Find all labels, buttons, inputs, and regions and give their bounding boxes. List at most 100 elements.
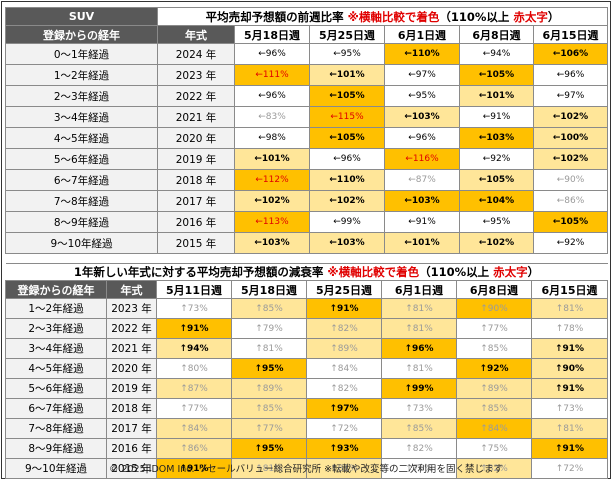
value-cell: ↑89% [306, 338, 382, 359]
row-label-elapsed: 6～7年経過 [5, 398, 107, 419]
row-year: 2018 年 [106, 398, 157, 419]
row-year: 2019 年 [157, 148, 235, 170]
table-row: 6～7年経過 2018 年 ↑77% ↑85% ↑97% ↑73% ↑85% ↑73% [5, 398, 608, 419]
value-cell: ←95% [459, 211, 534, 233]
value-cell: ←97% [384, 64, 460, 86]
value-cell: ←91% [459, 106, 534, 128]
value-cell: ↑90% [531, 358, 608, 379]
value-cell: ↑77% [231, 418, 307, 439]
value-cell: ↑91% [156, 318, 232, 339]
table2-body: 1～2年経過 2023 年 ↑73% ↑85% ↑91% ↑81% ↑90% ↑81% 2～3年… [5, 298, 608, 479]
table-row: 3～4年経過 2021 年 ←83% ←115% ←103% ←91% ←102% [5, 106, 608, 128]
category-label: SUV [5, 7, 158, 26]
value-cell: ←101% [234, 148, 310, 170]
col-header-elapsed: 登録からの経年 [5, 280, 107, 299]
value-cell: ↑81% [231, 338, 307, 359]
row-label-elapsed: 2～3年経過 [5, 85, 158, 107]
value-cell: ↑77% [456, 318, 532, 339]
value-cell: ←90% [533, 169, 608, 191]
table1-title-note: ※横軸比較で着色 [347, 9, 440, 24]
depreciation-table: 1年新しい年式に対する平均売却予想額の減衰率 ※横軸比較で着色（110%以上 赤… [5, 263, 608, 479]
value-cell: ←100% [533, 127, 608, 149]
table-row: 4～5年経過 2020 年 ↑80% ↑95% ↑84% ↑81% ↑92% ↑90% [5, 358, 608, 379]
table-row: 5～6年経過 2019 年 ↑87% ↑89% ↑82% ↑99% ↑89% ↑91% [5, 378, 608, 399]
value-cell: ↑85% [456, 398, 532, 419]
value-cell: ↑75% [456, 438, 532, 459]
value-cell: ↑95% [231, 358, 307, 379]
col-header-date: 5月11日週 [156, 280, 232, 299]
row-year: 2016 年 [106, 438, 157, 459]
col-header-date: 6月8日週 [459, 25, 534, 44]
table-row: 5～6年経過 2019 年 ←101% ←96% ←116% ←92% ←102% [5, 148, 608, 170]
row-year: 2017 年 [157, 190, 235, 212]
value-cell: ↑94% [156, 338, 232, 359]
value-cell: ←97% [533, 85, 608, 107]
value-cell: ←104% [459, 190, 534, 212]
value-cell: ↑82% [381, 438, 457, 459]
row-label-elapsed: 6～7年経過 [5, 169, 158, 191]
value-cell: ↑99% [381, 378, 457, 399]
row-year: 2020 年 [106, 358, 157, 379]
value-cell: ↑92% [456, 358, 532, 379]
value-cell: ↑84% [456, 418, 532, 439]
value-cell: ←103% [384, 190, 460, 212]
value-cell: ←92% [459, 148, 534, 170]
value-cell: ↑90% [456, 298, 532, 319]
value-cell: ←105% [309, 85, 385, 107]
table2-title-red: 赤太字 [493, 265, 528, 279]
col-header-date: 5月25日週 [306, 280, 382, 299]
col-header-date: 6月15日週 [531, 280, 608, 299]
row-label-elapsed: 8～9年経過 [5, 211, 158, 233]
value-cell: ↑72% [531, 458, 608, 479]
row-label-elapsed: 0～1年経過 [5, 43, 158, 65]
row-label-elapsed: 2～3年経過 [5, 318, 107, 339]
value-cell: ←110% [309, 169, 385, 191]
value-cell: ↑95% [231, 438, 307, 459]
value-cell: ↑81% [531, 418, 608, 439]
value-cell: ↑86% [156, 438, 232, 459]
value-cell: ←99% [309, 211, 385, 233]
value-cell: ←105% [459, 169, 534, 191]
row-label-elapsed: 8～9年経過 [5, 438, 107, 459]
value-cell: ↑85% [381, 418, 457, 439]
value-cell: ←103% [309, 232, 385, 254]
row-label-elapsed: 4～5年経過 [5, 358, 107, 379]
value-cell: ↑97% [306, 398, 382, 419]
value-cell: ←96% [309, 148, 385, 170]
value-cell: ←83% [234, 106, 310, 128]
col-header-date: 5月18日週 [234, 25, 310, 44]
value-cell: ←115% [309, 106, 385, 128]
table-row: 9～10年経過 2015 年 ↑91% ↑81% ↑81% ↑76% ↑82% ↑72% [5, 458, 608, 479]
row-label-elapsed: 4～5年経過 [5, 127, 158, 149]
value-cell: ←87% [384, 169, 460, 191]
value-cell: ↑82% [456, 458, 532, 479]
row-label-elapsed: 7～8年経過 [5, 418, 107, 439]
table-row: 8～9年経過 2016 年 ↑86% ↑95% ↑93% ↑82% ↑75% ↑91% [5, 438, 608, 459]
value-cell: ↑93% [306, 438, 382, 459]
value-cell: ↑79% [231, 318, 307, 339]
row-year: 2022 年 [157, 85, 235, 107]
table2-title-paren: （110%以上 [419, 265, 490, 279]
row-year: 2024 年 [157, 43, 235, 65]
value-cell: ↑73% [381, 398, 457, 419]
value-cell: ←96% [533, 64, 608, 86]
value-cell: ↑73% [531, 398, 608, 419]
value-cell: ↑81% [231, 458, 307, 479]
value-cell: ↑91% [156, 458, 232, 479]
value-cell: ↑87% [156, 378, 232, 399]
value-cell: ↑81% [381, 318, 457, 339]
row-label-elapsed: 9～10年経過 [5, 232, 158, 254]
value-cell: ←91% [384, 211, 460, 233]
row-label-elapsed: 1～2年経過 [5, 298, 107, 319]
table2-title: 1年新しい年式に対する平均売却予想額の減衰率 ※横軸比較で着色（110%以上 赤… [5, 263, 608, 281]
table1-body: 0～1年経過 2024 年 ←96% ←95% ←110% ←94% ←106% 1～2年経過… [5, 43, 608, 254]
row-year: 2022 年 [106, 318, 157, 339]
row-label-elapsed: 1～2年経過 [5, 64, 158, 86]
row-year: 2023 年 [157, 64, 235, 86]
value-cell: ↑81% [531, 298, 608, 319]
row-label-elapsed: 3～4年経過 [5, 106, 158, 128]
row-year: 2018 年 [157, 169, 235, 191]
value-cell: ←105% [533, 211, 608, 233]
value-cell: ←86% [533, 190, 608, 212]
value-cell: ↑73% [156, 298, 232, 319]
